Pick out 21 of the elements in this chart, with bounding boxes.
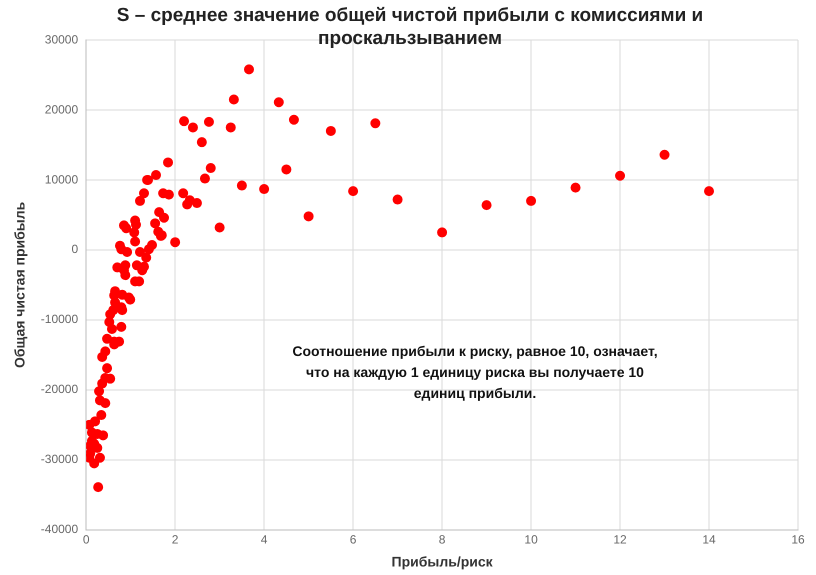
y-axis-title: Общая чистая прибыль bbox=[11, 201, 28, 368]
y-tick-label: 10000 bbox=[44, 172, 78, 186]
x-tick-label: 6 bbox=[350, 532, 357, 546]
y-tick-label: -40000 bbox=[40, 522, 78, 536]
chart-title: S – среднее значение общей чистой прибыли с комиссиями и проскальзыванием bbox=[116, 4, 704, 50]
x-tick-label: 2 bbox=[172, 532, 179, 546]
x-tick-label: 0 bbox=[82, 532, 90, 546]
x-tick-label: 12 bbox=[613, 532, 628, 546]
y-tick-label: -20000 bbox=[40, 382, 78, 396]
y-tick-label: 20000 bbox=[44, 102, 78, 116]
x-tick-label: 16 bbox=[791, 532, 805, 546]
x-axis-title: Прибыль/риск bbox=[391, 553, 494, 570]
y-tick-label: -30000 bbox=[40, 452, 78, 466]
x-tick-label: 4 bbox=[260, 532, 268, 546]
x-tick-label: 8 bbox=[438, 532, 446, 546]
y-tick-label: 30000 bbox=[44, 32, 78, 46]
x-tick-label: 10 bbox=[524, 532, 538, 546]
annotation: Соотношение прибыли к риску, равное 10, означает, что на каждую 1 единицу риска вы получаете 10 единиц прибыли. bbox=[291, 342, 659, 403]
x-tick-label: 14 bbox=[702, 532, 716, 546]
y-tick-label: 0 bbox=[71, 242, 78, 256]
y-tick-label: -10000 bbox=[40, 312, 78, 326]
